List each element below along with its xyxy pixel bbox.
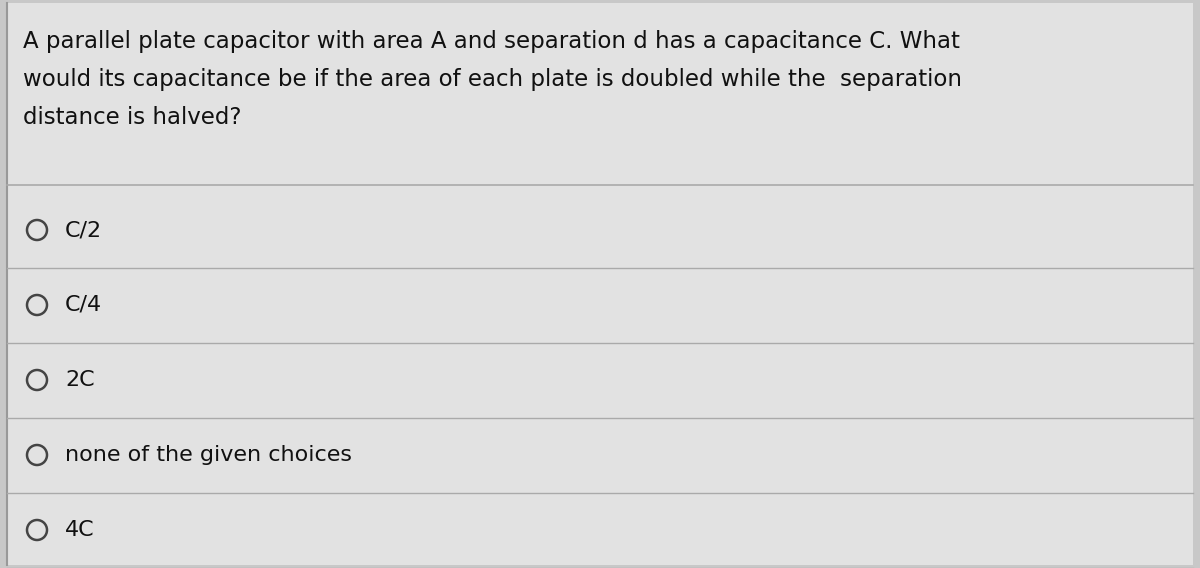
Text: distance is halved?: distance is halved? xyxy=(23,106,241,129)
Text: C/2: C/2 xyxy=(65,220,102,240)
Text: would its capacitance be if the area of each plate is doubled while the  separat: would its capacitance be if the area of … xyxy=(23,68,962,91)
Text: 2C: 2C xyxy=(65,370,95,390)
Text: none of the given choices: none of the given choices xyxy=(65,445,352,465)
Text: A parallel plate capacitor with area A and separation d has a capacitance C. Wha: A parallel plate capacitor with area A a… xyxy=(23,30,960,53)
Text: 4C: 4C xyxy=(65,520,95,540)
Text: C/4: C/4 xyxy=(65,295,102,315)
